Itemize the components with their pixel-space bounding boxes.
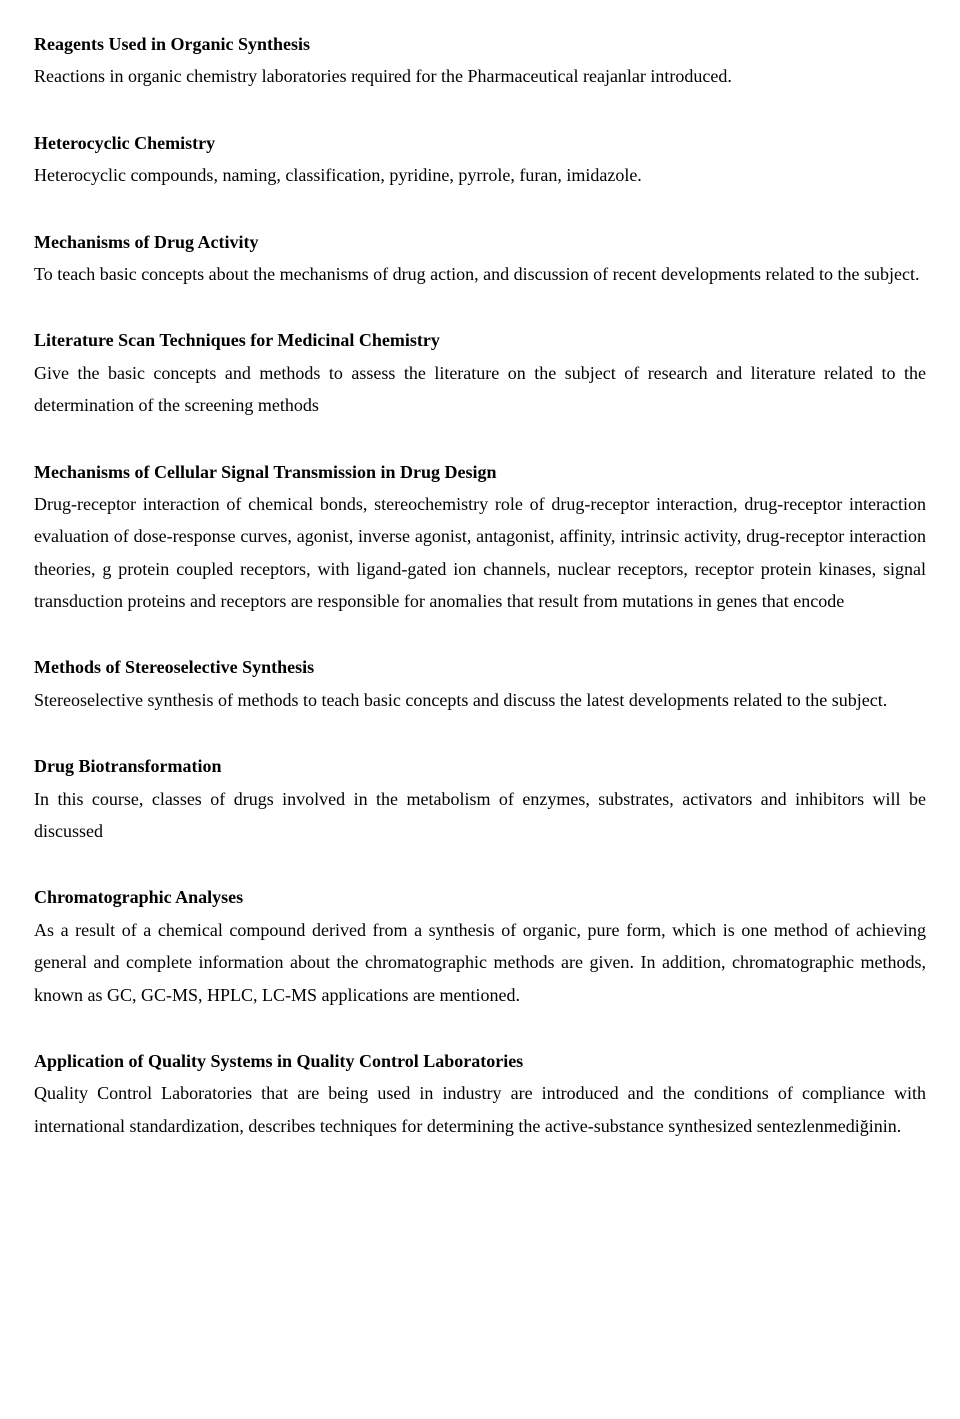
section-stereoselective: Methods of Stereoselective Synthesis Ste…	[34, 651, 926, 716]
section-body: Drug-receptor interaction of chemical bo…	[34, 488, 926, 618]
section-literature-scan: Literature Scan Techniques for Medicinal…	[34, 324, 926, 421]
section-title: Mechanisms of Drug Activity	[34, 226, 926, 258]
section-title: Reagents Used in Organic Synthesis	[34, 28, 926, 60]
section-reagents: Reagents Used in Organic Synthesis React…	[34, 28, 926, 93]
document-content: Reagents Used in Organic Synthesis React…	[34, 28, 926, 1142]
section-title: Drug Biotransformation	[34, 750, 926, 782]
section-body: Heterocyclic compounds, naming, classifi…	[34, 159, 926, 191]
section-heterocyclic: Heterocyclic Chemistry Heterocyclic comp…	[34, 127, 926, 192]
section-mechanisms-drug-activity: Mechanisms of Drug Activity To teach bas…	[34, 226, 926, 291]
section-title: Heterocyclic Chemistry	[34, 127, 926, 159]
section-title: Chromatographic Analyses	[34, 881, 926, 913]
section-body: As a result of a chemical compound deriv…	[34, 914, 926, 1011]
section-body: Stereoselective synthesis of methods to …	[34, 684, 926, 716]
section-quality-systems: Application of Quality Systems in Qualit…	[34, 1045, 926, 1142]
section-body: Give the basic concepts and methods to a…	[34, 357, 926, 422]
section-body: To teach basic concepts about the mechan…	[34, 258, 926, 290]
section-body: Quality Control Laboratories that are be…	[34, 1077, 926, 1142]
section-biotransformation: Drug Biotransformation In this course, c…	[34, 750, 926, 847]
section-title: Methods of Stereoselective Synthesis	[34, 651, 926, 683]
section-title: Application of Quality Systems in Qualit…	[34, 1045, 926, 1077]
section-title: Mechanisms of Cellular Signal Transmissi…	[34, 456, 926, 488]
section-body: In this course, classes of drugs involve…	[34, 783, 926, 848]
section-chromatographic: Chromatographic Analyses As a result of …	[34, 881, 926, 1011]
section-body: Reactions in organic chemistry laborator…	[34, 60, 926, 92]
section-cellular-signal: Mechanisms of Cellular Signal Transmissi…	[34, 456, 926, 618]
section-title: Literature Scan Techniques for Medicinal…	[34, 324, 926, 356]
